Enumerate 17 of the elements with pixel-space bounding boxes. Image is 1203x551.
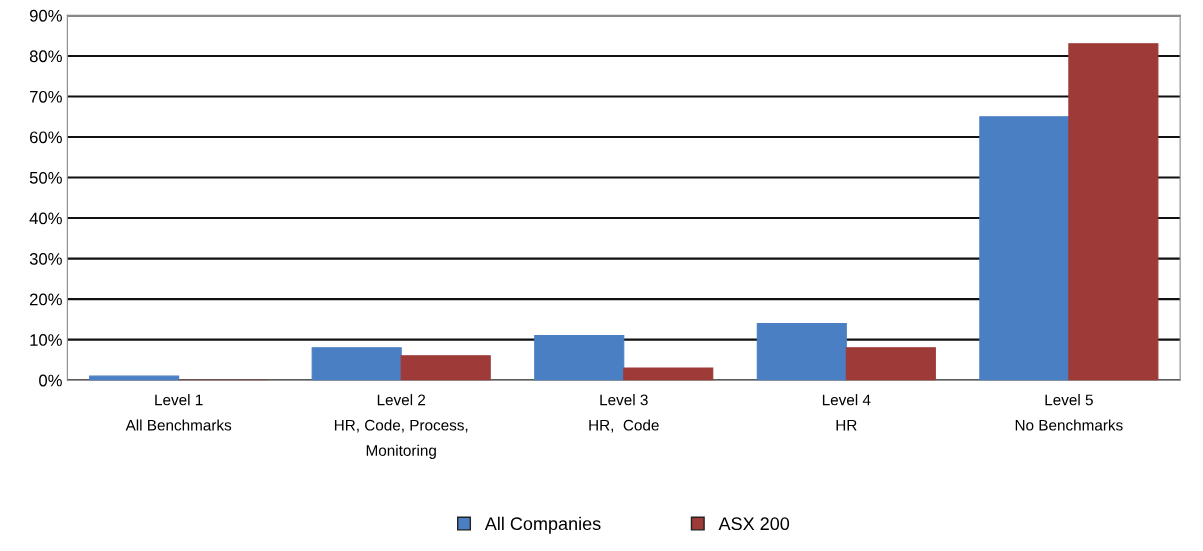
legend-label: All Companies — [484, 516, 601, 534]
x-tick-label: Level 2 HR, Code, Process, Monitoring — [334, 394, 468, 459]
y-tick-label: 20% — [29, 293, 62, 306]
x-tick-label: Level 1 All Benchmarks — [125, 394, 232, 431]
y-tick-label: 30% — [29, 253, 62, 265]
x-tick-label: Level 3 HR, Code — [589, 394, 659, 433]
y-tick-label: 50% — [29, 171, 62, 184]
y-tick-label: 90% — [29, 9, 62, 22]
legend-label: ASX 200 — [718, 517, 790, 531]
y-tick-label: 0% — [39, 374, 62, 387]
x-tick-label: Level 4 HR — [822, 394, 871, 431]
y-tick-label: 10% — [30, 334, 62, 346]
y-tick-label: 80% — [29, 50, 62, 63]
y-tick-label: 40% — [29, 212, 62, 225]
x-tick-label: Level 5 No Benchmarks — [1015, 394, 1123, 431]
y-tick-label: 60% — [30, 131, 62, 144]
y-tick-label: 70% — [30, 90, 62, 103]
